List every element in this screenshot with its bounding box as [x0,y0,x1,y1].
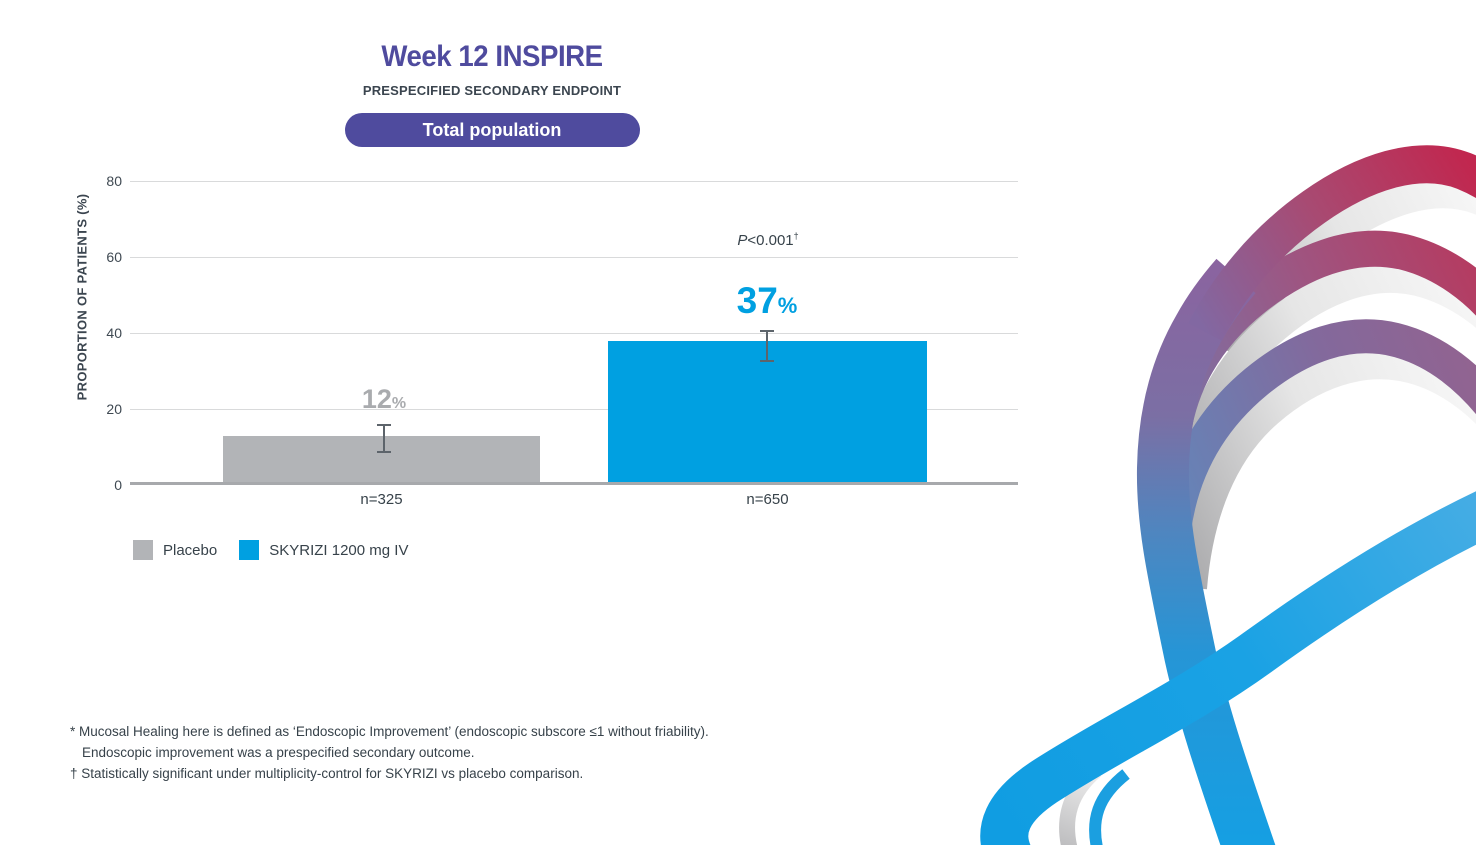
footnotes: * Mucosal Healing here is defined as ‘En… [70,721,709,784]
y-tick-label: 60 [106,249,122,265]
legend-item-placebo: Placebo [133,540,217,560]
legend-label: Placebo [163,541,218,559]
chart-legend: Placebo SKYRIZI 1200 mg IV [133,540,408,560]
p-value-text: <0.001 [747,232,794,249]
n-label-skyrizi: n=650 [746,491,789,508]
error-bar-placebo [377,423,391,454]
bar-skyrizi [608,341,927,482]
gridline-40 [130,333,1018,334]
footnote-line: † Statistically significant under multip… [70,766,584,781]
error-bar-skyrizi [760,329,774,362]
percent-sign: % [391,394,407,412]
gridline-60 [130,257,1018,258]
y-tick-label: 20 [106,401,122,417]
footnote-line: * Mucosal Healing here is defined as ‘En… [70,724,709,739]
legend-label: SKYRIZI 1200 mg IV [269,541,409,559]
value-label-skyrizi: 37% [736,279,798,321]
ribbon-graphic [980,145,1476,845]
legend-swatch-skyrizi [239,540,260,560]
p-value-annotation: P<0.001† [618,231,918,249]
gridline-80 [130,181,1018,182]
footnote-line: Endoscopic improvement was a prespecifie… [82,745,475,760]
legend-item-skyrizi: SKYRIZI 1200 mg IV [239,540,408,560]
percent-sign: % [777,292,798,318]
legend-swatch-placebo [133,540,153,560]
y-tick-label: 80 [106,173,122,189]
y-axis-title: PROPORTION OF PATIENTS (%) [74,193,90,401]
page-title: Week 12 INSPIRE [381,40,603,73]
gridline-20 [130,409,1018,410]
dagger-marker: † [793,231,799,241]
bar-chart-plot: PROPORTION OF PATIENTS (%) 80 60 40 20 0… [75,173,1018,508]
value-label-placebo: 12% [361,383,407,414]
bar-placebo [223,436,540,482]
page-subtitle: PRESPECIFIED SECONDARY ENDPOINT [362,83,622,98]
population-pill-button[interactable]: Total population [344,113,640,147]
n-label-placebo: n=325 [360,491,403,508]
y-tick-label: 0 [114,477,122,493]
header: Week 12 INSPIRE PRESPECIFIED SECONDARY E… [192,40,792,147]
y-tick-label: 40 [106,325,122,341]
p-value-prefix: P [737,232,748,249]
